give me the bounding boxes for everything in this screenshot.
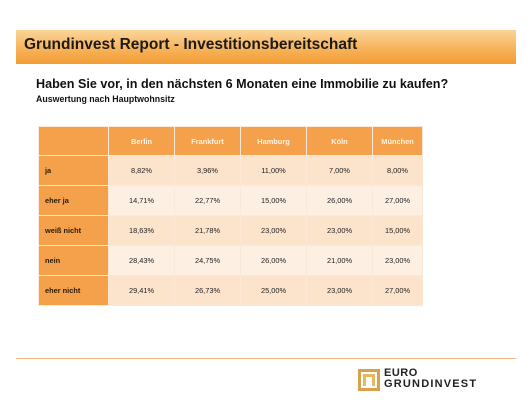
page-title: Grundinvest Report - Investitionsbereits… (24, 36, 358, 53)
logo-wordmark: EURO GRUNDINVEST (384, 368, 477, 390)
row-label: nein (38, 245, 109, 276)
table-cell: 22,77% (174, 185, 241, 216)
table-cell: 11,00% (240, 155, 307, 186)
column-header-berlin: Berlin (108, 126, 175, 156)
table-cell: 23,00% (372, 245, 423, 276)
table-cell: 26,73% (174, 275, 241, 306)
table-cell: 3,96% (174, 155, 241, 186)
table-row: eher nicht 29,41% 26,73% 25,00% 23,00% 2… (38, 275, 423, 306)
table-cell: 23,00% (306, 215, 373, 246)
table-cell: 23,00% (306, 275, 373, 306)
survey-question: Haben Sie vor, in den nächsten 6 Monaten… (36, 77, 449, 91)
footer-divider (16, 358, 516, 359)
table-cell: 29,41% (108, 275, 175, 306)
table-row: eher ja 14,71% 22,77% 15,00% 26,00% 27,0… (38, 185, 423, 216)
header-band (16, 30, 516, 64)
row-label: eher nicht (38, 275, 109, 306)
table-cell: 14,71% (108, 185, 175, 216)
table-row: ja 8,82% 3,96% 11,00% 7,00% 8,00% (38, 155, 423, 186)
table-corner (38, 126, 109, 156)
table-row: nein 28,43% 24,75% 26,00% 21,00% 23,00% (38, 245, 423, 276)
table-cell: 24,75% (174, 245, 241, 276)
row-label: eher ja (38, 185, 109, 216)
table-cell: 8,82% (108, 155, 175, 186)
table-cell: 27,00% (372, 185, 423, 216)
results-table: Berlin Frankfurt Hamburg Köln München ja… (38, 126, 423, 306)
table-cell: 18,63% (108, 215, 175, 246)
table-cell: 15,00% (240, 185, 307, 216)
table-row: weiß nicht 18,63% 21,78% 23,00% 23,00% 1… (38, 215, 423, 246)
table-cell: 8,00% (372, 155, 423, 186)
table-cell: 7,00% (306, 155, 373, 186)
logo-line-2: GRUNDINVEST (384, 378, 478, 390)
table-cell: 23,00% (240, 215, 307, 246)
column-header-hamburg: Hamburg (240, 126, 307, 156)
logo-line-1: EURO (384, 367, 418, 379)
table-cell: 25,00% (240, 275, 307, 306)
table-cell: 26,00% (240, 245, 307, 276)
building-logo-icon (358, 369, 380, 391)
table-cell: 15,00% (372, 215, 423, 246)
row-label: weiß nicht (38, 215, 109, 246)
table-cell: 21,78% (174, 215, 241, 246)
survey-subtitle: Auswertung nach Hauptwohnsitz (36, 94, 175, 104)
column-header-muenchen: München (372, 126, 423, 156)
row-label: ja (38, 155, 109, 186)
table-cell: 27,00% (372, 275, 423, 306)
column-header-frankfurt: Frankfurt (174, 126, 241, 156)
table-header-row: Berlin Frankfurt Hamburg Köln München (38, 126, 423, 156)
table-cell: 21,00% (306, 245, 373, 276)
table-cell: 28,43% (108, 245, 175, 276)
euro-grundinvest-logo: EURO GRUNDINVEST (358, 368, 516, 392)
table-cell: 26,00% (306, 185, 373, 216)
column-header-koeln: Köln (306, 126, 373, 156)
